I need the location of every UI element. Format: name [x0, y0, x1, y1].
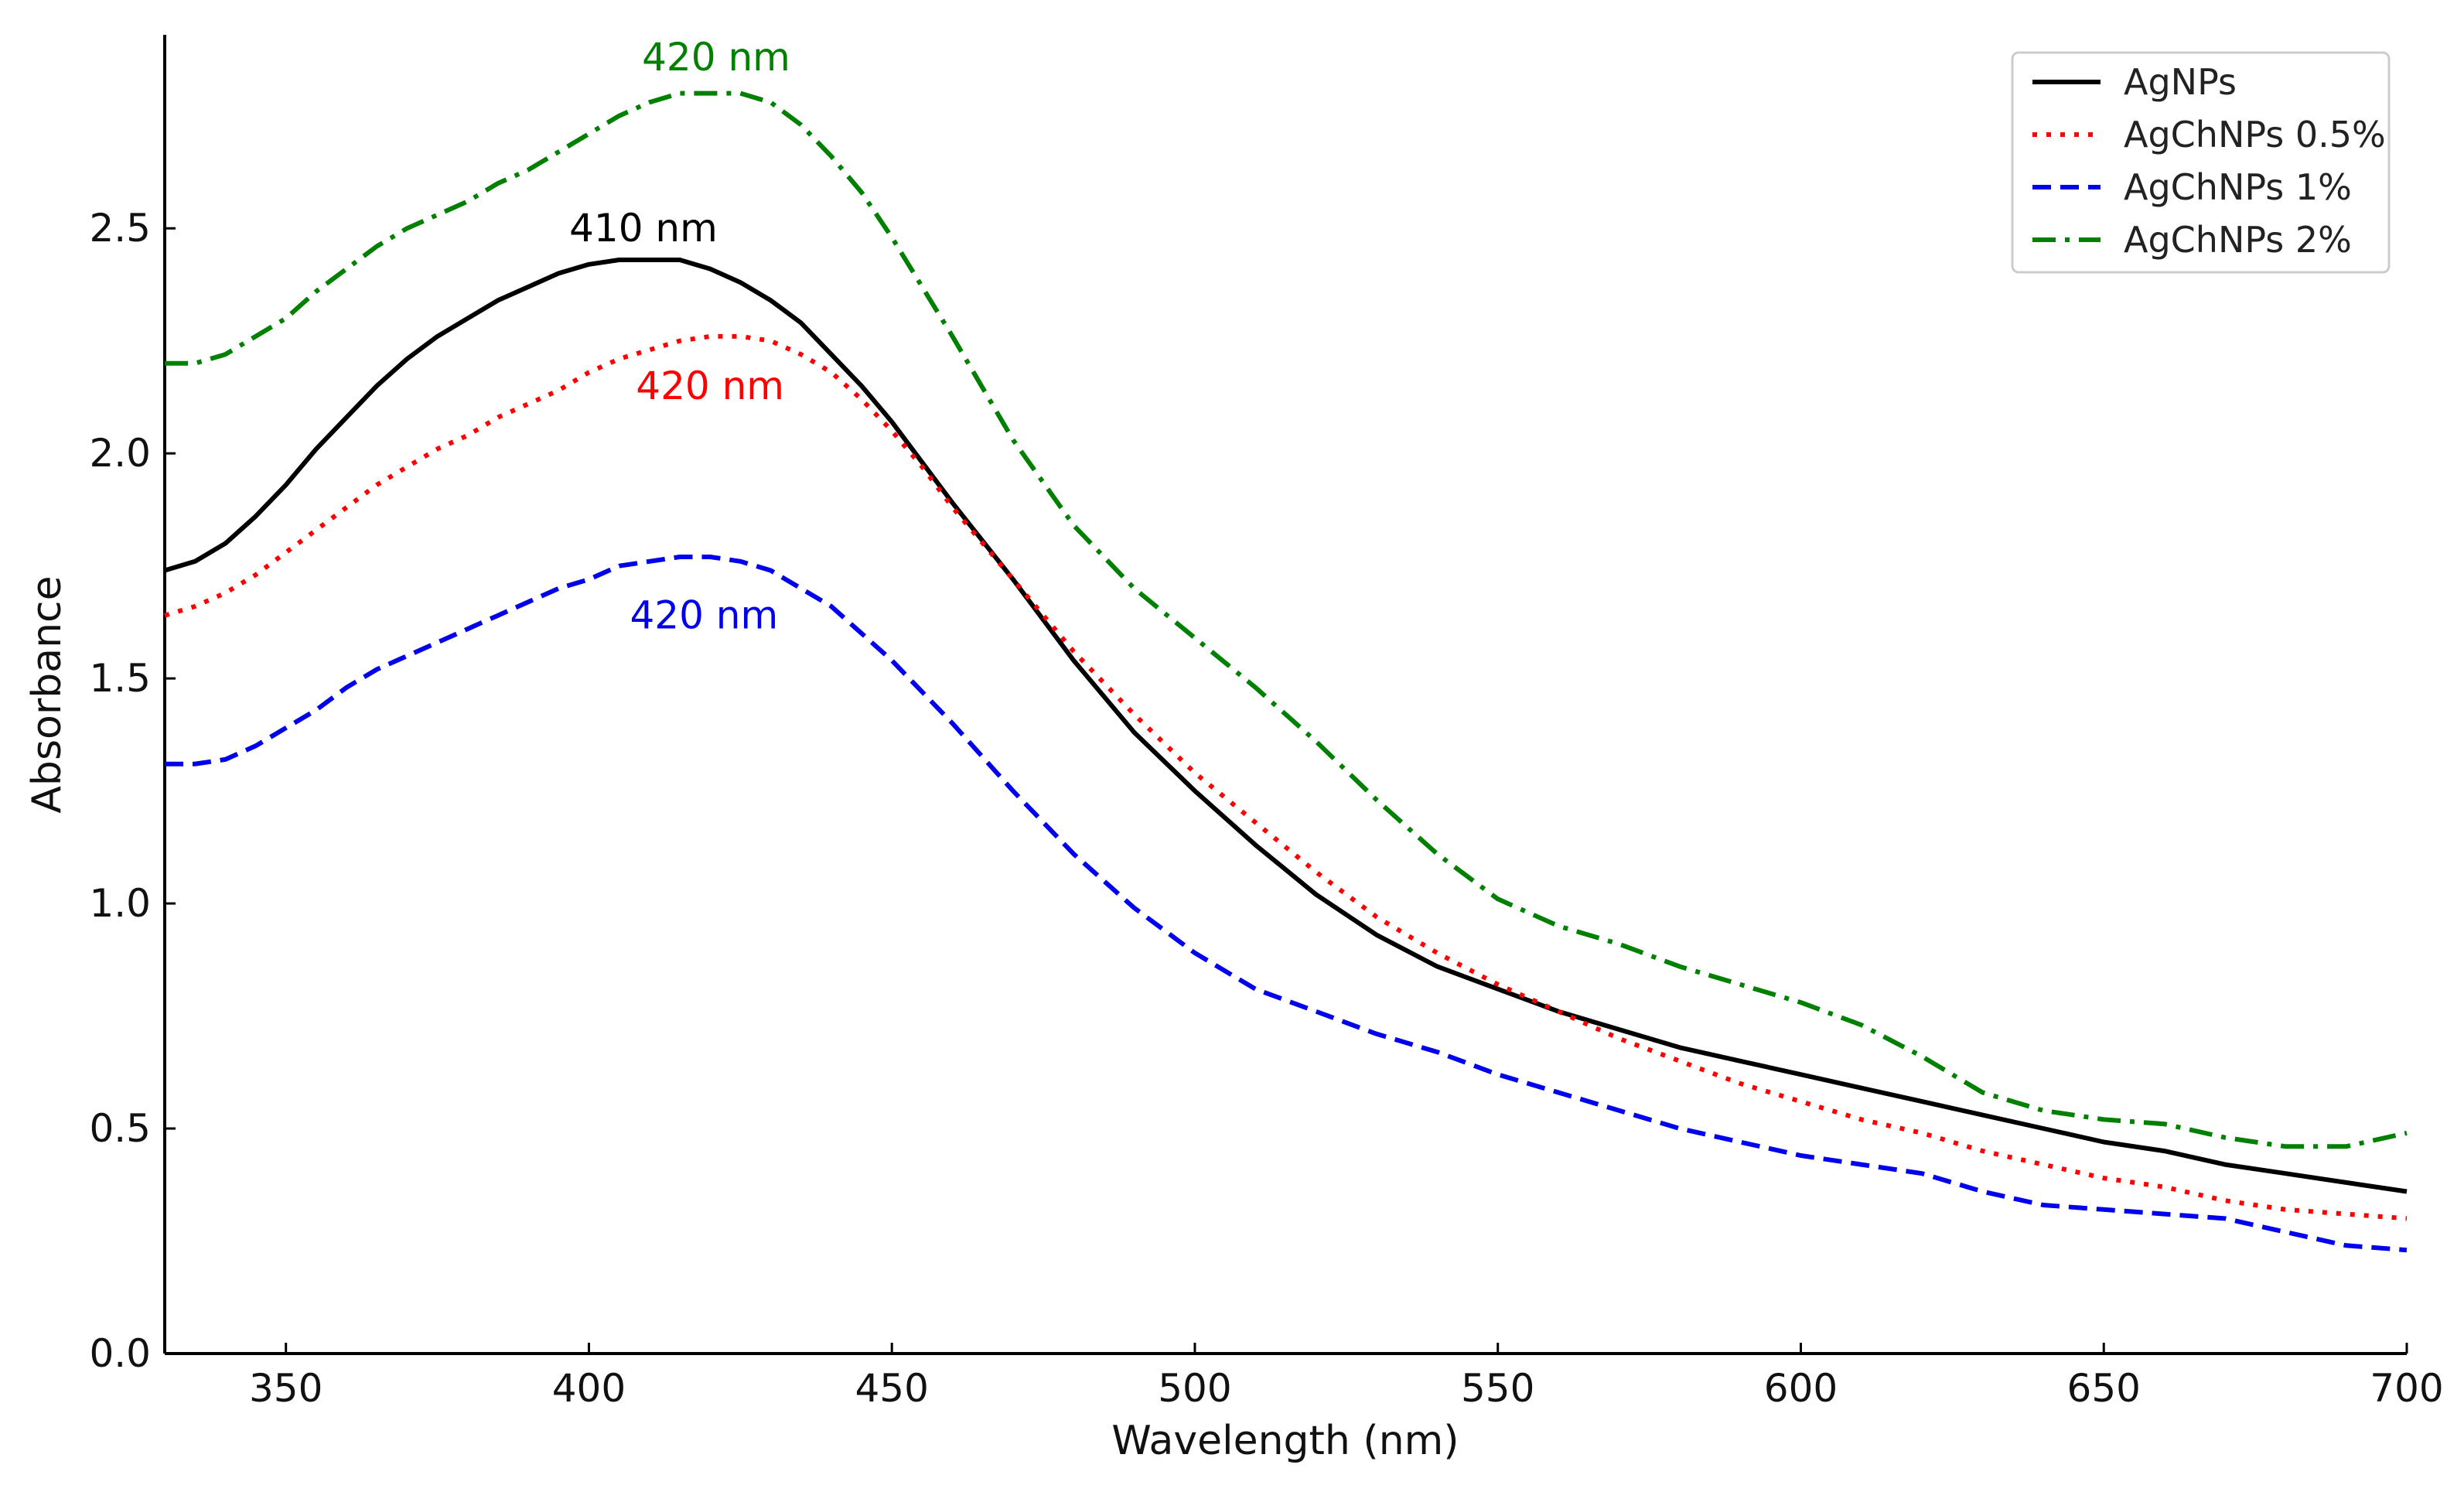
- peak-annotation: 420 nm: [636, 364, 784, 408]
- x-tick-label: 400: [552, 1366, 626, 1411]
- y-tick-label: 1.5: [89, 656, 151, 701]
- legend-label: AgChNPs 0.5%: [2124, 114, 2386, 155]
- y-tick-label: 2.0: [89, 431, 151, 476]
- y-tick-label: 0.0: [89, 1331, 151, 1376]
- legend-label: AgChNPs 2%: [2124, 219, 2352, 261]
- peak-annotation: 420 nm: [642, 35, 790, 80]
- annotation-group: 420 nm 410 nm 420 nm 420 nm: [569, 35, 790, 638]
- series-group: [164, 90, 2408, 1253]
- legend-label: AgChNPs 1%: [2124, 166, 2352, 208]
- y-tick-label: 0.5: [89, 1106, 151, 1151]
- x-tick-label: 350: [249, 1366, 323, 1411]
- series-line-agnps: [164, 258, 2408, 1194]
- peak-annotation: 420 nm: [630, 593, 778, 638]
- y-axis-title: Absorbance: [24, 575, 70, 813]
- legend-items: AgNPs AgChNPs 0.5% AgChNPs 1% AgChNPs 2%: [2032, 61, 2386, 261]
- y-ticks: 0.0 0.5 1.0 1.5 2.0 2.5: [89, 206, 176, 1376]
- series-line-agchnps-1-: [165, 555, 2408, 1253]
- peak-annotation: 410 nm: [569, 206, 718, 251]
- x-tick-label: 500: [1158, 1366, 1231, 1411]
- x-tick-label: 450: [855, 1366, 928, 1411]
- legend-box: [2011, 51, 2391, 274]
- x-axis-title: Wavelength (nm): [1111, 1418, 1459, 1464]
- x-ticks: 350 400 450 500 550 600 650 700: [249, 1343, 2444, 1411]
- x-tick-label: 550: [1461, 1366, 1534, 1411]
- series-line-agchnps-2-: [165, 90, 2408, 1149]
- x-tick-label: 600: [1764, 1366, 1838, 1411]
- y-tick-label: 2.5: [89, 206, 151, 251]
- x-tick-label: 700: [2370, 1366, 2443, 1411]
- legend: AgNPs AgChNPs 0.5% AgChNPs 1% AgChNPs 2%: [2011, 51, 2391, 274]
- y-tick-label: 1.0: [89, 881, 151, 926]
- x-tick-label: 650: [2067, 1366, 2141, 1411]
- legend-label: AgNPs: [2124, 61, 2237, 103]
- series-line-agchnps-0-5-: [164, 333, 2408, 1221]
